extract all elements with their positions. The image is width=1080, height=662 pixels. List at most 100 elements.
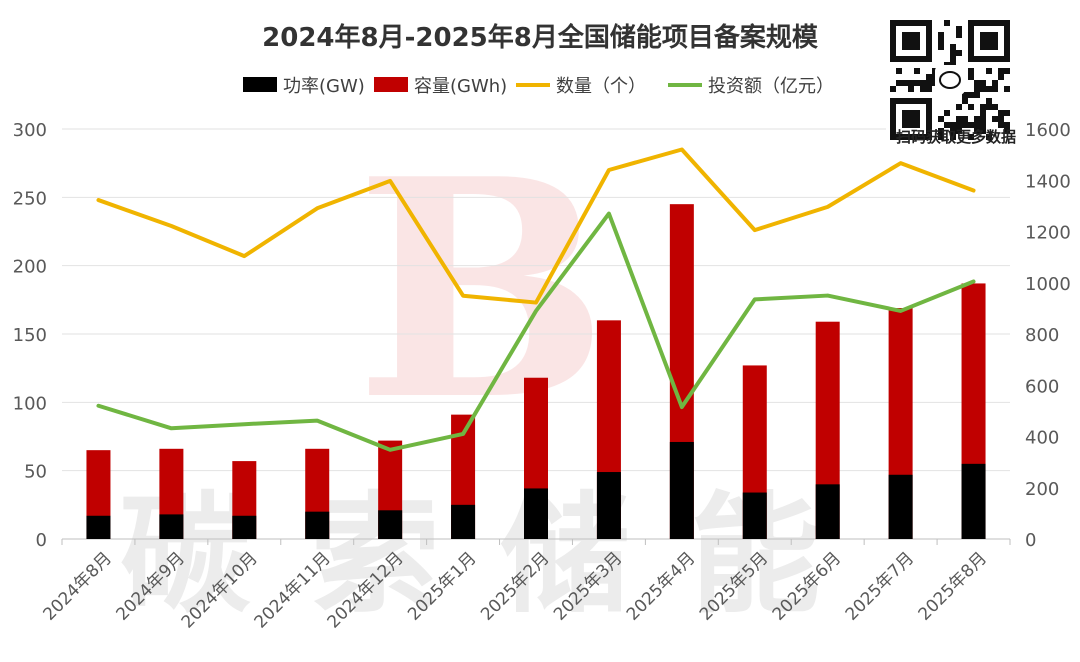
qr-module (974, 92, 980, 98)
bar-power (451, 504, 476, 539)
qr-module (962, 92, 968, 98)
qr-module (974, 116, 980, 122)
qr-module (968, 92, 974, 98)
qr-module (896, 80, 902, 86)
legend: 功率(GW) 容量(GWh) 数量（个） 投资额（亿元） (243, 76, 834, 97)
bar-power (378, 510, 403, 539)
qr-module (950, 134, 956, 140)
x-tick-label: 2025年8月 (915, 548, 991, 624)
qr-module (950, 56, 956, 62)
y-right-tick-label: 800 (1025, 325, 1059, 346)
bar-power (742, 492, 767, 539)
qr-module (920, 86, 926, 92)
qr-module (962, 116, 968, 122)
qr-module (998, 116, 1004, 122)
qr-module (914, 68, 920, 74)
legend-swatch (243, 77, 277, 92)
qr-module (938, 134, 944, 140)
qr-module (956, 116, 962, 122)
qr-module (944, 20, 950, 26)
qr-module (980, 80, 986, 86)
qr-module (938, 128, 944, 134)
qr-module (938, 32, 944, 38)
y-right-tick-label: 600 (1025, 376, 1059, 397)
qr-module (980, 104, 986, 110)
qr-module (992, 86, 998, 92)
qr-module (890, 86, 896, 92)
bar-power (86, 515, 111, 539)
legend-label: 数量（个） (556, 76, 646, 97)
bar-power (305, 511, 330, 539)
qr-module (926, 80, 932, 86)
qr-module (998, 68, 1004, 74)
y-left-tick-label: 150 (13, 325, 47, 346)
legend-swatch (374, 77, 408, 92)
y-right-tick-label: 200 (1025, 479, 1059, 500)
qr-module (950, 122, 956, 128)
qr-module (968, 104, 974, 110)
qr-finder-core (980, 32, 998, 50)
qr-module (998, 110, 1004, 116)
qr-module (902, 80, 908, 86)
y-right-tick-label: 0 (1025, 530, 1036, 551)
qr-module (950, 50, 956, 56)
qr-module (944, 122, 950, 128)
y-right-tick-label: 400 (1025, 428, 1059, 449)
qr-module (968, 68, 974, 74)
qr-module (950, 128, 956, 134)
qr-module (974, 128, 980, 134)
bar-power (524, 488, 548, 539)
qr-module (992, 104, 998, 110)
qr-module (1004, 68, 1010, 74)
bar-power (888, 474, 913, 539)
qr-module (938, 44, 944, 50)
qr-module (914, 80, 920, 86)
qr-module (998, 122, 1004, 128)
qr-module (956, 128, 962, 134)
qr-module (980, 122, 986, 128)
y-left-tick-label: 300 (13, 120, 47, 141)
y-right-tick-label: 1000 (1025, 274, 1071, 295)
bar-power (815, 484, 840, 539)
qr-module (920, 80, 926, 86)
qr-center-icon (939, 71, 961, 89)
qr-module (974, 86, 980, 92)
qr-module (938, 116, 944, 122)
qr-module (956, 50, 962, 56)
watermark-logo-letter: B (355, 113, 609, 466)
qr-module (908, 80, 914, 86)
qr-module (986, 98, 992, 104)
qr-module (986, 68, 992, 74)
qr-finder-core (902, 32, 920, 50)
qr-center-bg (935, 65, 965, 95)
chart-title: 2024年8月-2025年8月全国储能项目备案规模 (262, 22, 819, 53)
qr-module (992, 116, 998, 122)
y-left-tick-label: 200 (13, 257, 47, 278)
qr-module (938, 38, 944, 44)
qr-module (968, 74, 974, 80)
qr-module (926, 74, 932, 80)
qr-module (908, 86, 914, 92)
qr-module (986, 104, 992, 110)
legend-label: 功率(GW) (283, 76, 365, 97)
legend-label: 投资额（亿元） (708, 76, 834, 97)
bar-power (961, 463, 986, 539)
y-left-tick-label: 0 (36, 530, 47, 551)
qr-module (1004, 86, 1010, 92)
lines (96, 147, 976, 452)
qr-module (950, 44, 956, 50)
qr-caption: 扫码获取更多数据 (895, 128, 1016, 146)
y-left-tick-label: 250 (13, 188, 47, 209)
qr-module (962, 98, 968, 104)
y-right-tick-label: 1600 (1025, 120, 1071, 141)
qr-module (998, 74, 1004, 80)
qr-module (956, 104, 962, 110)
qr-module (1004, 122, 1010, 128)
qr-module (980, 128, 986, 134)
qr-module (986, 134, 992, 140)
qr-module (968, 122, 974, 128)
bars (86, 204, 986, 539)
qr-module (974, 122, 980, 128)
y-right-tick-label: 1400 (1025, 171, 1071, 192)
